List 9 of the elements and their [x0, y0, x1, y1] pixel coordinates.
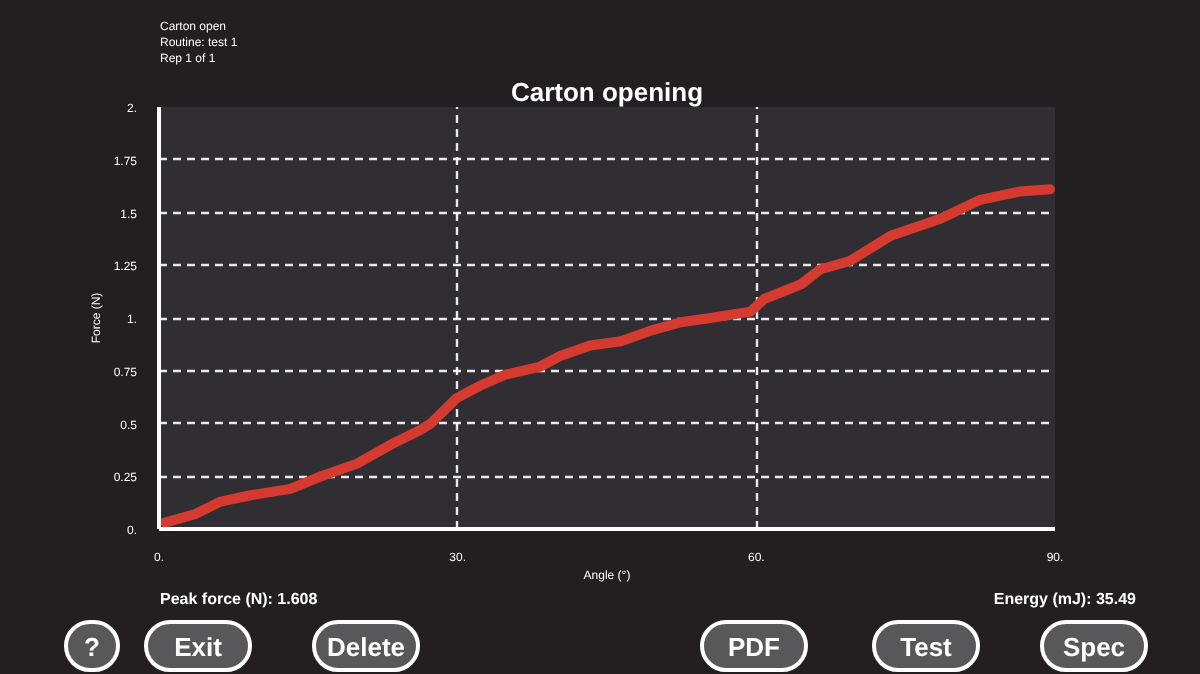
chart-title: Carton opening: [510, 77, 704, 107]
text: Delete: [326, 630, 406, 666]
text: Spec: [1062, 630, 1126, 666]
text: ?: [84, 630, 100, 666]
text: Test: [900, 630, 952, 666]
text: Peak force (N): 1.608: [160, 588, 318, 611]
text: PDF: [728, 630, 780, 666]
text: Energy (mJ): 35.49: [993, 588, 1136, 611]
text: Exit: [174, 630, 222, 666]
